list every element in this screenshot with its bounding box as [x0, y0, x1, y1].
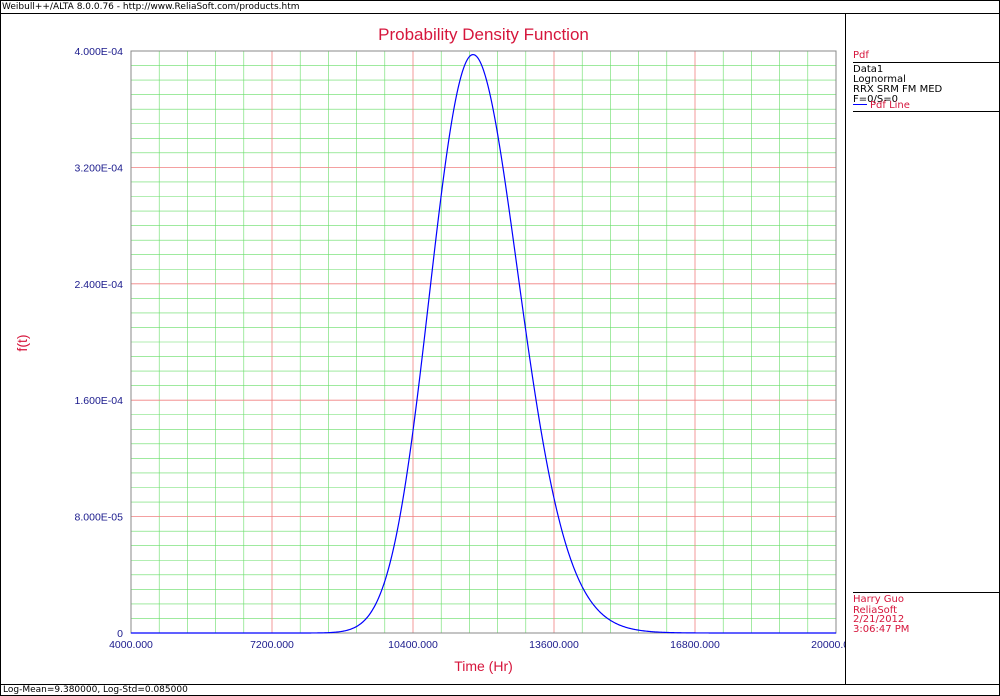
legend-line: F=0/S=0	[853, 94, 898, 105]
y-tick-label: 8.000E-05	[75, 512, 124, 524]
y-tick-label: 2.400E-04	[75, 279, 124, 291]
pdf-chart: 4000.000 7200.000 10400.000 13600.000 16800.…	[14, 25, 845, 674]
x-tick-label: 13600.000	[529, 639, 579, 651]
y-tick-labels: 0 8.000E-05 1.600E-04 2.400E-04 3.200E-04 4.0…	[75, 46, 124, 640]
legend-series: Pdf Line	[853, 100, 910, 111]
x-tick-label: 7200.000	[250, 639, 294, 651]
legend-title: Pdf	[853, 50, 869, 61]
chart-grid	[130, 50, 837, 634]
plot-area	[130, 50, 837, 634]
x-tick-label: 10400.000	[388, 639, 438, 651]
footer-date: 2/21/2012	[853, 614, 905, 625]
y-axis-label: f(t)	[14, 334, 30, 351]
legend-rule	[853, 62, 1000, 63]
legend-divider	[845, 14, 846, 684]
y-tick-label: 1.600E-04	[75, 395, 124, 407]
legend-swatch-line	[853, 103, 867, 105]
y-tick-label: 0	[117, 628, 123, 640]
pdf-line	[131, 53, 836, 634]
x-tick-label: 4000.000	[109, 639, 153, 651]
status-bar: Log-Mean=9.380000, Log-Std=0.085000	[0, 684, 1000, 696]
x-tick-labels: 4000.000 7200.000 10400.000 13600.000 16800.…	[109, 639, 845, 651]
legend-line: Lognormal	[853, 74, 906, 85]
footer-time: 3:06:47 PM	[853, 624, 910, 635]
legend-rule	[853, 111, 1000, 112]
y-tick-label: 4.000E-04	[75, 46, 124, 58]
y-tick-label: 3.200E-04	[75, 162, 124, 174]
footer-user: Harry Guo	[853, 594, 904, 605]
footer-company: ReliaSoft	[853, 605, 898, 616]
legend-line: Data1	[853, 64, 884, 75]
x-tick-label: 16800.000	[670, 639, 720, 651]
x-tick-label: 20000.000	[811, 639, 845, 651]
legend-line: RRX SRM FM MED	[853, 84, 943, 95]
legend-series-label: Pdf Line	[870, 100, 910, 111]
window-title: Weibull++/ALTA 8.0.0.76 - http://www.Rel…	[0, 0, 1000, 14]
chart-title: Probability Density Function	[378, 25, 589, 44]
footer-rule	[853, 592, 1000, 593]
x-axis-label: Time (Hr)	[454, 658, 513, 674]
